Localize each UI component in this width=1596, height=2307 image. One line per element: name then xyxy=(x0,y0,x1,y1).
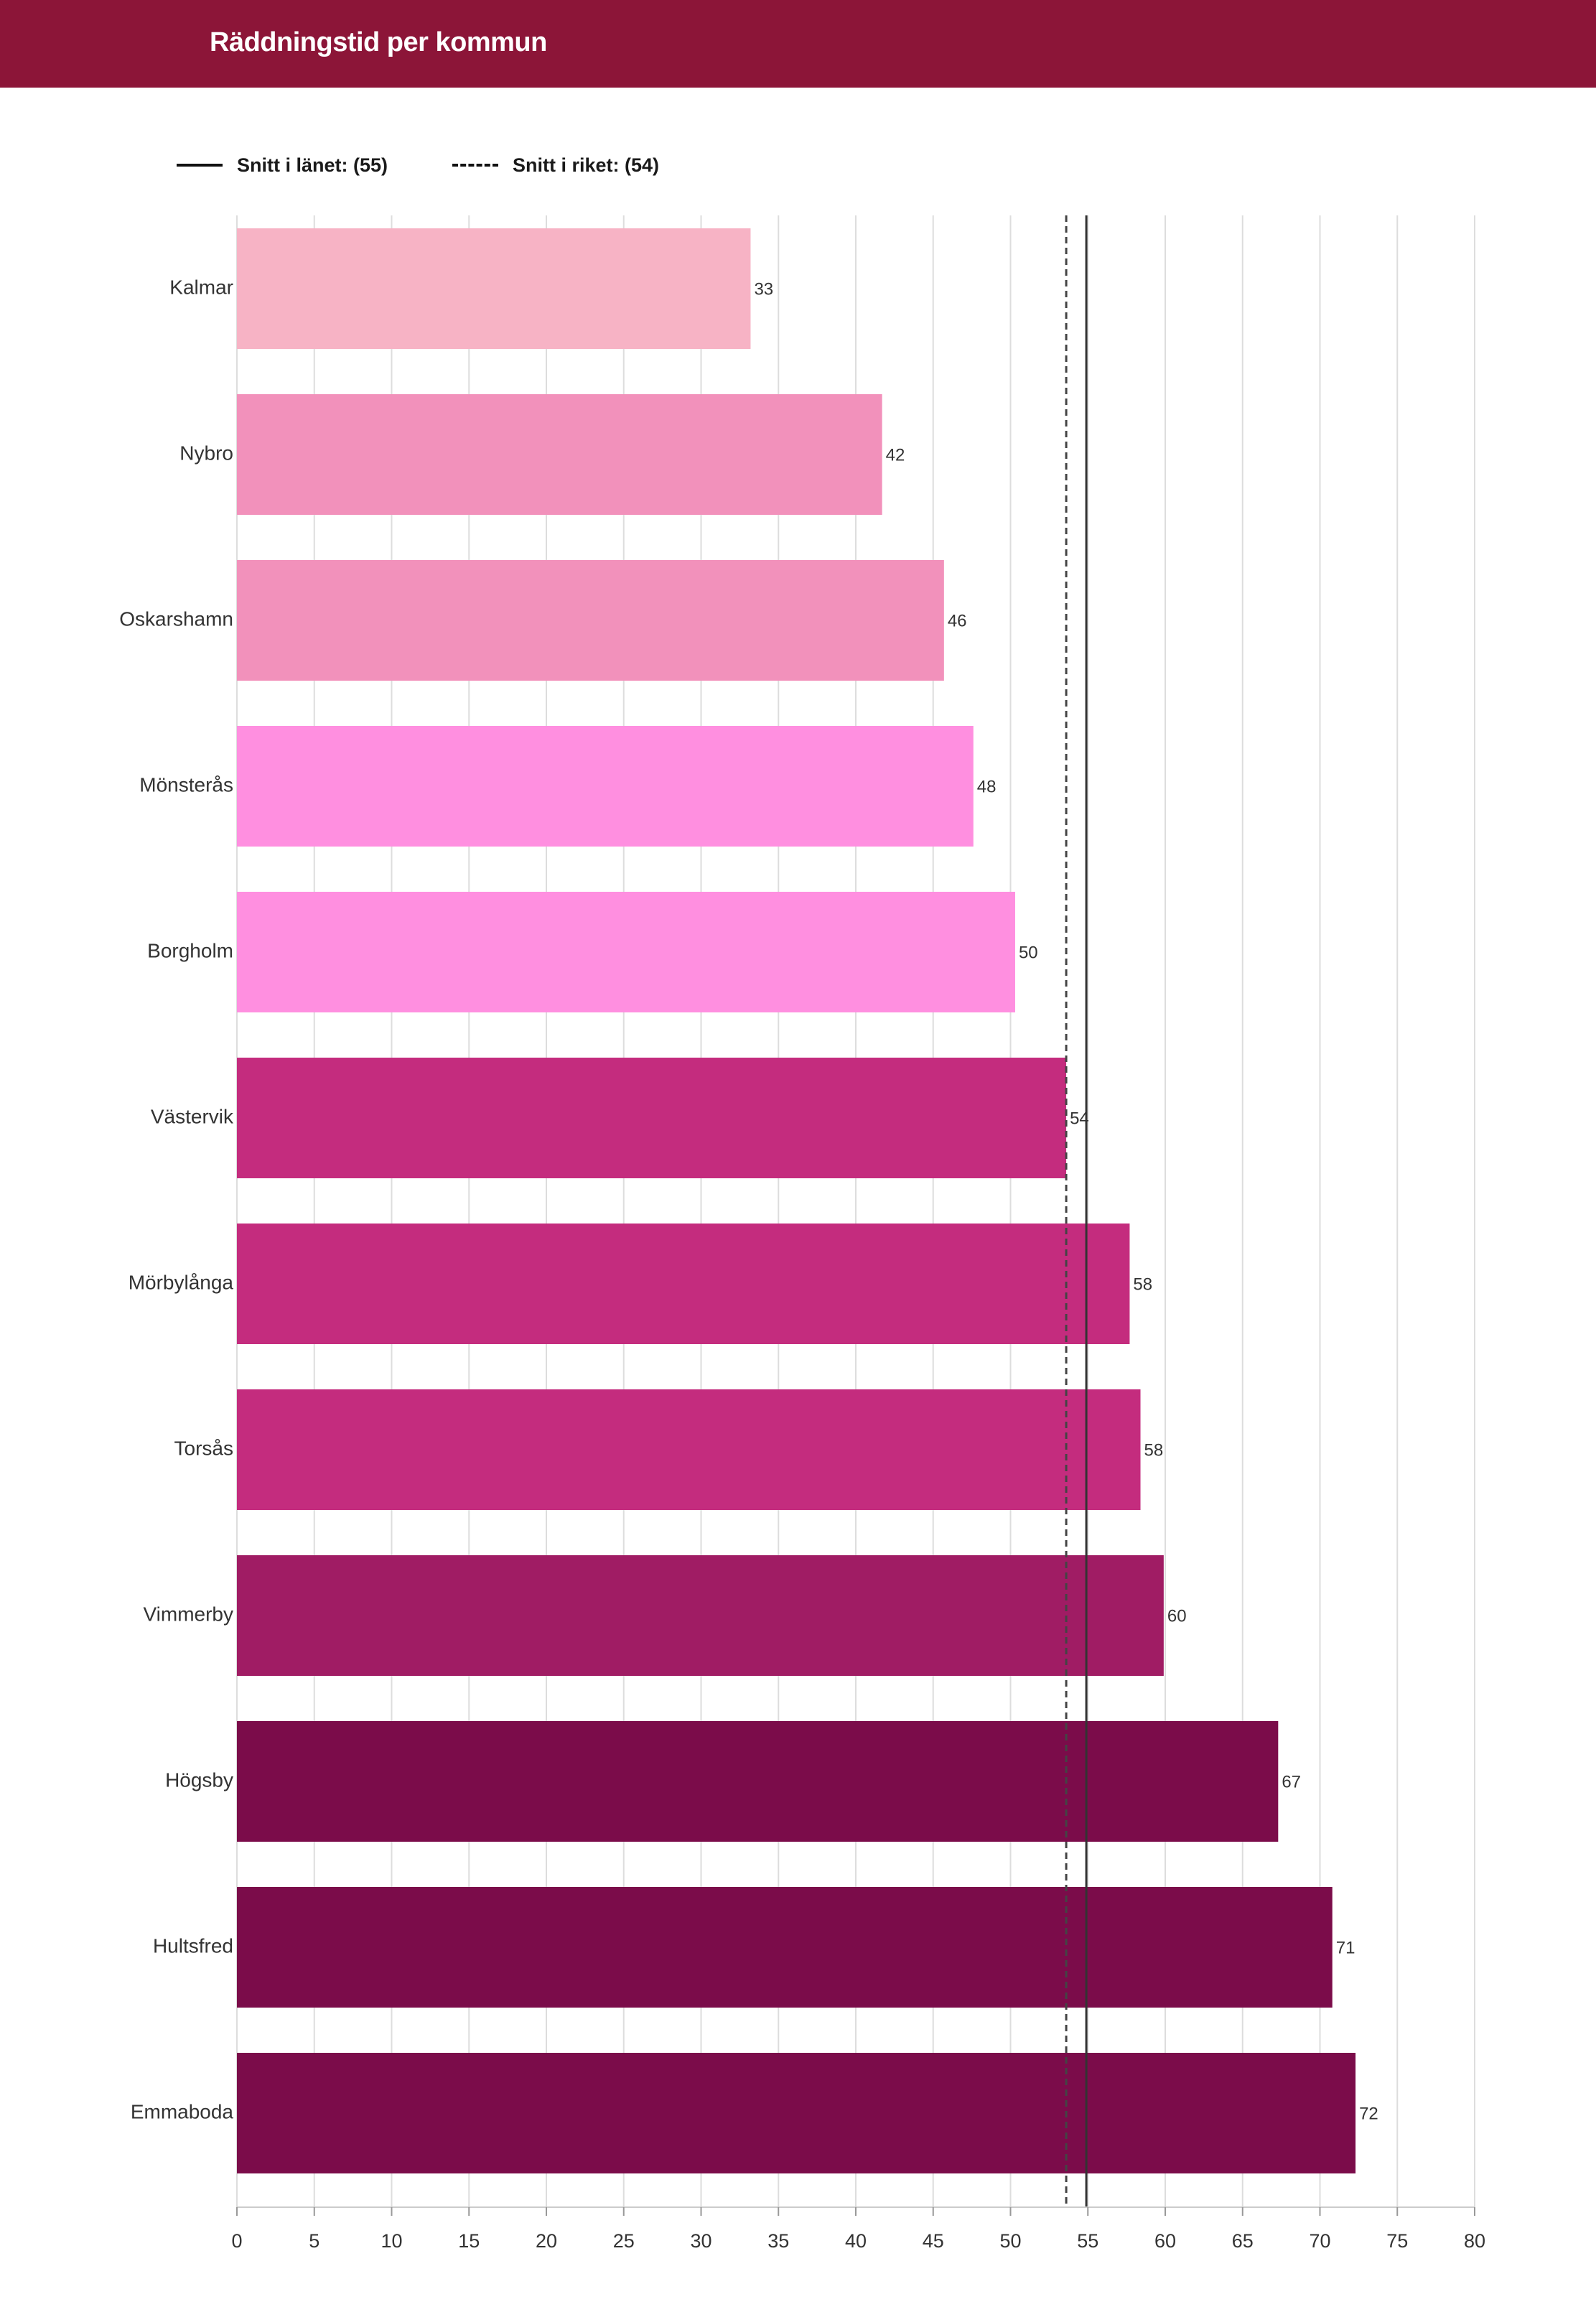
category-label-mörbylånga: Mörbylånga xyxy=(129,1271,234,1293)
chart-legend: Snitt i länet: (55) Snitt i riket: (54) xyxy=(177,147,724,183)
bar-oskarshamn xyxy=(237,560,944,681)
legend-label-county-average: Snitt i länet: (55) xyxy=(237,154,388,176)
bar-borgholm xyxy=(237,892,1015,1012)
header-bar: Räddningstid per kommun xyxy=(0,0,1596,88)
value-label-nybro: 42 xyxy=(886,445,905,465)
x-tick-label-40: 40 xyxy=(845,2230,867,2252)
value-label-mönsterås: 48 xyxy=(977,777,997,796)
category-label-högsby: Högsby xyxy=(165,1768,233,1791)
legend-item-national-average: Snitt i riket: (54) xyxy=(452,154,659,177)
x-tick-label-60: 60 xyxy=(1154,2230,1176,2252)
x-tick-label-35: 35 xyxy=(767,2230,789,2252)
x-tick-label-30: 30 xyxy=(690,2230,711,2252)
category-label-nybro: Nybro xyxy=(179,442,233,464)
x-tick-label-65: 65 xyxy=(1232,2230,1254,2252)
value-label-borgholm: 50 xyxy=(1019,943,1038,962)
x-tick-label-25: 25 xyxy=(613,2230,635,2252)
x-tick-label-50: 50 xyxy=(999,2230,1021,2252)
x-tick-label-70: 70 xyxy=(1309,2230,1330,2252)
bar-nybro xyxy=(237,394,882,515)
bar-kalmar xyxy=(237,228,751,349)
category-label-oskarshamn: Oskarshamn xyxy=(119,607,233,630)
x-tick-label-80: 80 xyxy=(1464,2230,1485,2252)
x-tick-label-55: 55 xyxy=(1077,2230,1098,2252)
bar-mönsterås xyxy=(237,726,974,847)
legend-item-county-average: Snitt i länet: (55) xyxy=(177,154,388,177)
category-label-kalmar: Kalmar xyxy=(169,276,233,298)
dashed-line-icon xyxy=(452,164,499,167)
category-label-mönsterås: Mönsterås xyxy=(139,773,233,796)
category-label-vimmerby: Vimmerby xyxy=(143,1603,233,1625)
bar-högsby xyxy=(237,1721,1279,1842)
x-tick-label-20: 20 xyxy=(536,2230,557,2252)
value-label-emmaboda: 72 xyxy=(1359,2104,1378,2123)
bar-hultsfred xyxy=(237,1887,1333,2008)
x-tick-label-10: 10 xyxy=(381,2230,402,2252)
value-label-kalmar: 33 xyxy=(754,279,773,299)
value-label-oskarshamn: 46 xyxy=(948,611,967,630)
category-label-borgholm: Borgholm xyxy=(147,939,233,961)
solid-line-icon xyxy=(177,164,223,167)
bar-mörbylånga xyxy=(237,1224,1130,1344)
bar-västervik xyxy=(237,1058,1067,1178)
x-tick-label-75: 75 xyxy=(1386,2230,1408,2252)
page-title: Räddningstid per kommun xyxy=(210,27,547,57)
value-label-hultsfred: 71 xyxy=(1336,1938,1355,1957)
bar-vimmerby xyxy=(237,1555,1164,1676)
category-label-torsås: Torsås xyxy=(174,1437,233,1459)
value-label-högsby: 67 xyxy=(1282,1772,1301,1791)
bar-emmaboda xyxy=(237,2053,1356,2173)
category-label-västervik: Västervik xyxy=(151,1105,234,1127)
x-tick-label-15: 15 xyxy=(458,2230,480,2252)
legend-label-national-average: Snitt i riket: (54) xyxy=(513,154,660,176)
x-tick-label-45: 45 xyxy=(923,2230,944,2252)
x-tick-label-0: 0 xyxy=(231,2230,242,2252)
value-label-vimmerby: 60 xyxy=(1167,1606,1187,1626)
value-label-mörbylånga: 58 xyxy=(1133,1274,1152,1294)
bar-torsås xyxy=(237,1389,1141,1510)
category-label-emmaboda: Emmaboda xyxy=(131,2100,234,2122)
category-label-hultsfred: Hultsfred xyxy=(153,1934,233,1957)
value-label-torsås: 58 xyxy=(1144,1440,1164,1460)
x-tick-label-5: 5 xyxy=(309,2230,319,2252)
